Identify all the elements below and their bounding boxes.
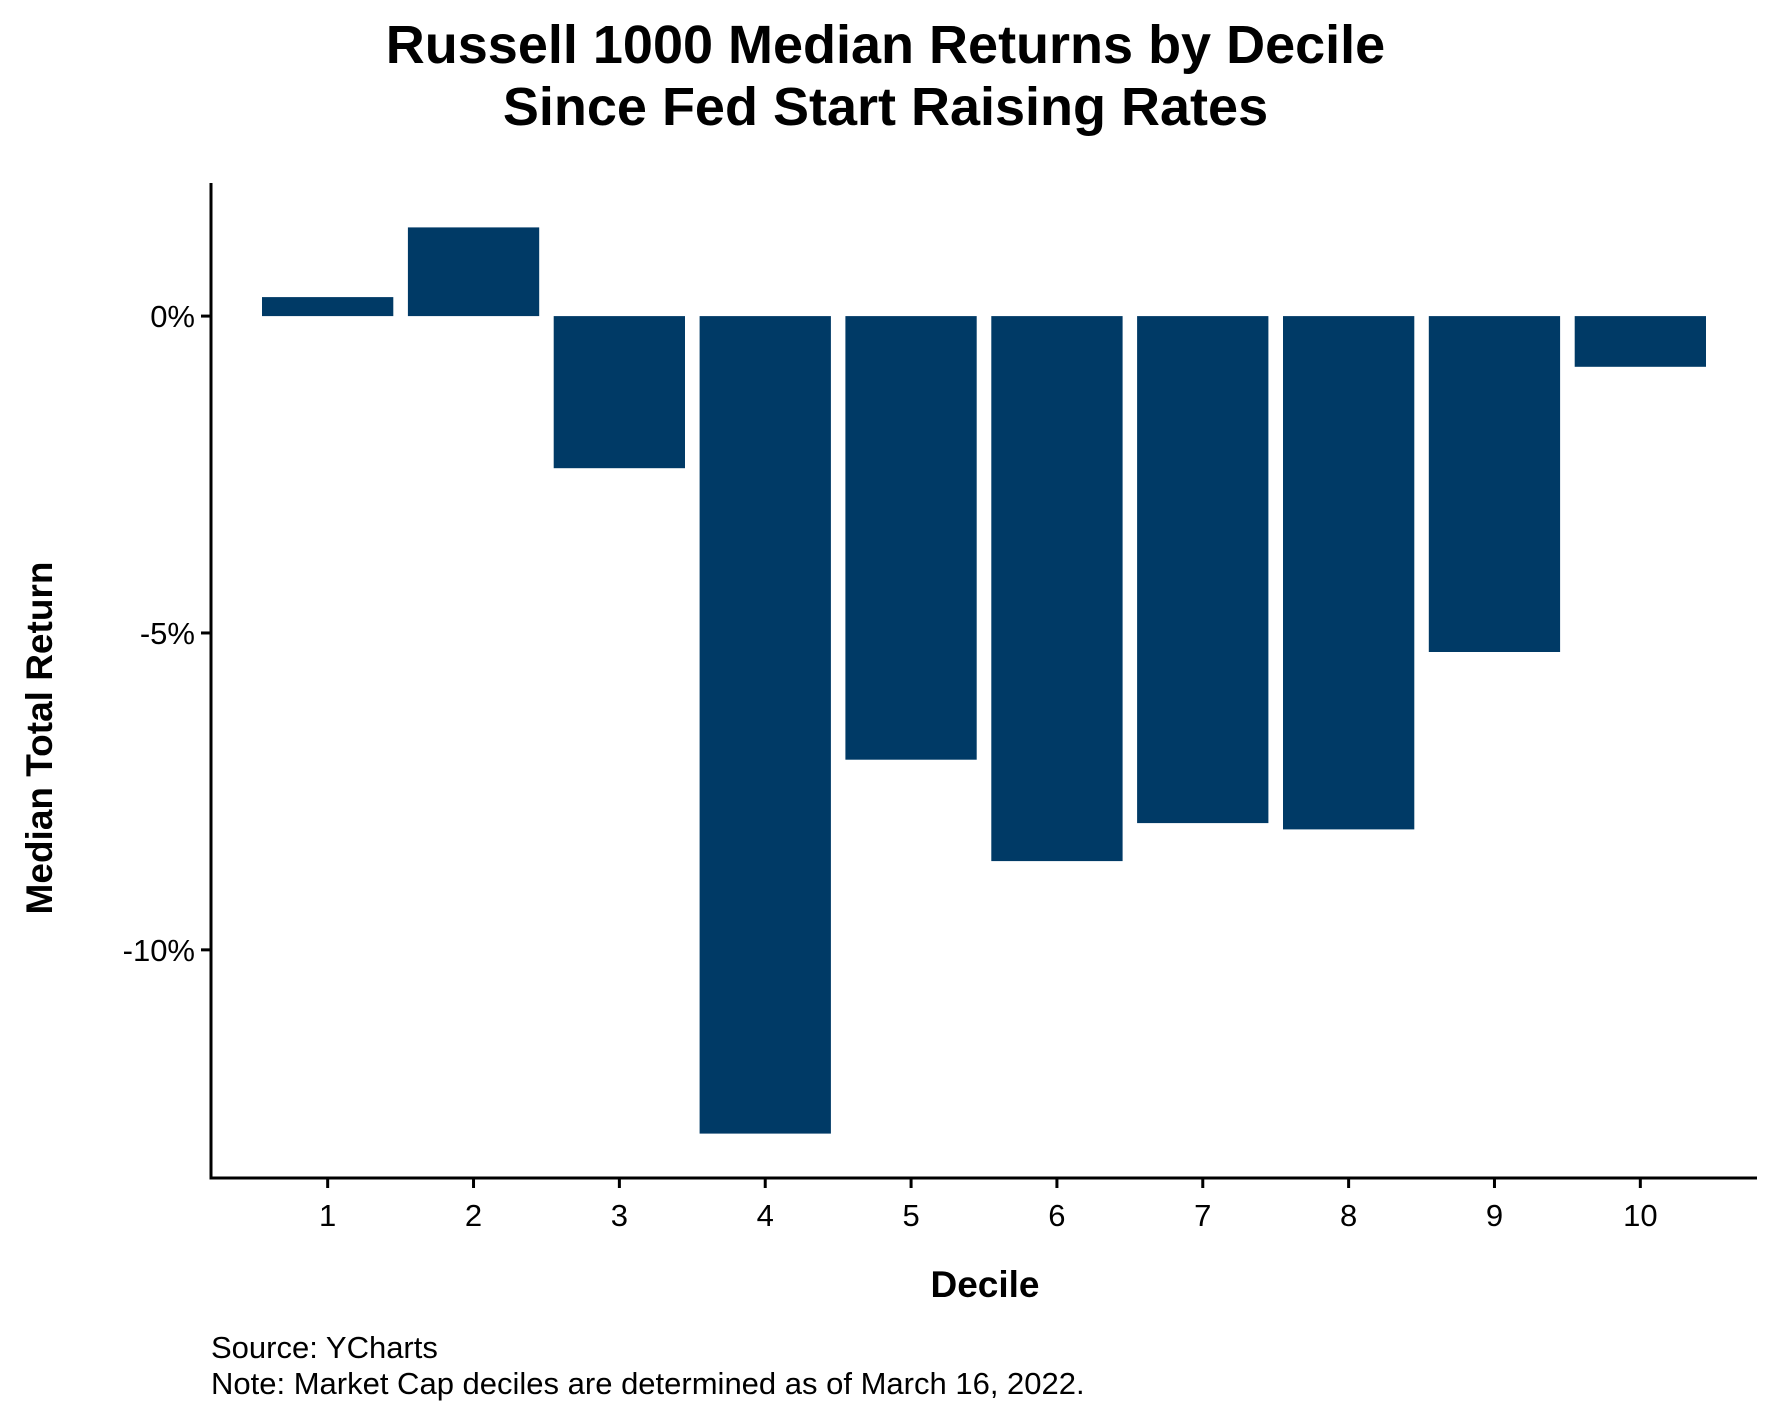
x-tick-label: 7 xyxy=(1194,1198,1211,1233)
y-tick-label: -5% xyxy=(140,616,195,651)
axes-layer: 0% -5% -10% 1 2 3 4 5 6 7 8 9 10 xyxy=(123,183,1757,1233)
y-tick-label: -10% xyxy=(123,933,195,968)
chart-title-line-2: Since Fed Start Raising Rates xyxy=(502,77,1269,137)
x-tick-label: 1 xyxy=(319,1198,336,1233)
bar-decile-9 xyxy=(1428,316,1561,652)
note-footnote: Note: Market Cap deciles are determined … xyxy=(211,1366,1085,1401)
x-tick-label: 5 xyxy=(902,1198,919,1233)
bars-layer xyxy=(262,227,1706,1134)
bar-decile-8 xyxy=(1283,316,1415,830)
bar-decile-10 xyxy=(1574,316,1706,367)
x-tick-label: 8 xyxy=(1340,1198,1357,1233)
y-tick-label: 0% xyxy=(150,299,195,334)
x-tick-label: 10 xyxy=(1623,1198,1657,1233)
bar-decile-2 xyxy=(407,227,540,317)
bar-chart: 0% -5% -10% 1 2 3 4 5 6 7 8 9 10 Decile Median Total… xyxy=(19,183,1757,1300)
chart-title-line-1: Russell 1000 Median Returns by Decile xyxy=(385,15,1386,75)
x-axis-title: Decile xyxy=(930,1264,1039,1300)
bar-decile-7 xyxy=(1137,316,1269,824)
bar-decile-1 xyxy=(262,297,394,317)
x-tick-label: 4 xyxy=(757,1198,774,1233)
source-footnote: Source: YCharts xyxy=(211,1330,438,1365)
x-tick-label: 6 xyxy=(1048,1198,1065,1233)
x-tick-label: 9 xyxy=(1486,1198,1503,1233)
bar-decile-5 xyxy=(845,316,977,760)
y-axis-title: Median Total Return xyxy=(19,562,60,915)
bar-decile-4 xyxy=(699,316,831,1134)
bar-decile-6 xyxy=(991,316,1123,862)
bar-decile-3 xyxy=(553,316,685,469)
x-tick-label: 3 xyxy=(611,1198,628,1233)
x-tick-label: 2 xyxy=(465,1198,482,1233)
